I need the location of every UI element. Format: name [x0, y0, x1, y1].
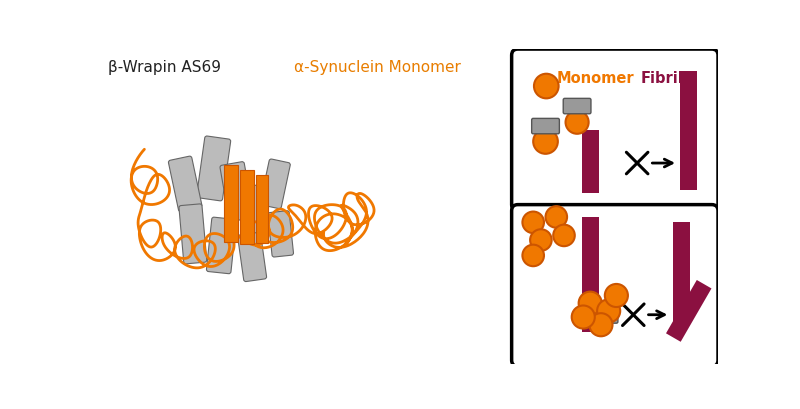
Bar — [673, 222, 690, 322]
Bar — [582, 130, 598, 193]
Bar — [666, 280, 711, 342]
Circle shape — [546, 206, 567, 228]
Text: AS69: AS69 — [531, 117, 562, 130]
FancyBboxPatch shape — [512, 204, 718, 366]
FancyBboxPatch shape — [512, 49, 718, 211]
Circle shape — [533, 129, 558, 154]
Bar — [256, 175, 268, 243]
FancyBboxPatch shape — [563, 98, 591, 114]
Circle shape — [566, 111, 589, 134]
FancyBboxPatch shape — [206, 217, 236, 274]
Circle shape — [522, 211, 544, 233]
FancyBboxPatch shape — [179, 204, 206, 264]
Circle shape — [572, 306, 594, 328]
Circle shape — [530, 229, 552, 251]
FancyBboxPatch shape — [268, 211, 294, 257]
Bar — [225, 164, 238, 242]
Circle shape — [522, 245, 544, 266]
Circle shape — [578, 292, 602, 315]
Circle shape — [605, 284, 628, 307]
Text: α-Synuclein Monomer: α-Synuclein Monomer — [294, 60, 462, 75]
FancyBboxPatch shape — [169, 156, 202, 211]
Text: Monomer: Monomer — [556, 71, 634, 85]
Circle shape — [534, 74, 558, 98]
FancyBboxPatch shape — [594, 306, 618, 323]
FancyBboxPatch shape — [532, 118, 559, 134]
Circle shape — [597, 299, 620, 322]
FancyBboxPatch shape — [197, 136, 230, 201]
FancyBboxPatch shape — [220, 162, 254, 221]
Circle shape — [590, 313, 613, 336]
Text: β-Wrapin AS69: β-Wrapin AS69 — [108, 60, 221, 75]
Circle shape — [554, 225, 574, 246]
Bar — [680, 71, 698, 190]
Text: Fibrille: Fibrille — [641, 71, 698, 85]
FancyBboxPatch shape — [242, 185, 270, 237]
Bar — [240, 171, 254, 243]
FancyBboxPatch shape — [260, 159, 290, 209]
Bar — [582, 217, 598, 333]
FancyBboxPatch shape — [238, 232, 266, 281]
